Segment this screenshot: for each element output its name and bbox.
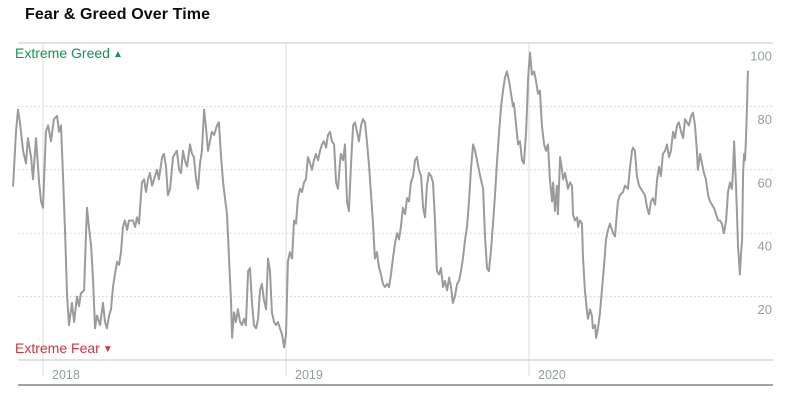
up-triangle-icon: ▲ — [112, 49, 123, 60]
x-axis-tick-label: 2019 — [295, 368, 323, 382]
extreme-greed-label: Extreme Greed ▲ — [15, 46, 123, 62]
extreme-fear-label: Extreme Fear ▼ — [15, 341, 113, 357]
x-axis-tick-label: 2018 — [52, 368, 80, 382]
extreme-fear-text: Extreme Fear — [15, 340, 100, 356]
y-axis-tick-label: 100 — [750, 49, 772, 64]
y-axis-tick-label: 40 — [758, 239, 772, 254]
extreme-greed-text: Extreme Greed — [15, 45, 110, 61]
fear-greed-line — [12, 51, 749, 349]
down-triangle-icon: ▼ — [102, 344, 113, 355]
y-axis-tick-label: 60 — [758, 175, 772, 190]
y-axis-tick-label: 20 — [758, 302, 772, 317]
y-axis-tick-label: 80 — [758, 112, 772, 127]
chart-title: Fear & Greed Over Time — [25, 6, 211, 23]
x-axis-tick-label: 2020 — [538, 368, 566, 382]
